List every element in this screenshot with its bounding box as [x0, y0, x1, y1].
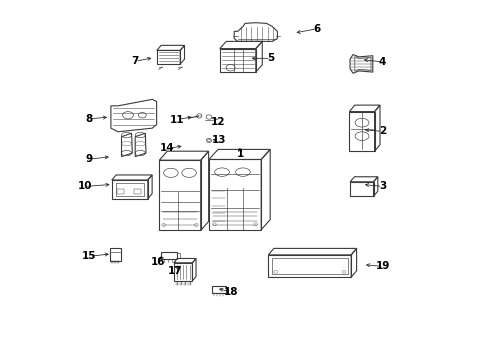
Text: 1: 1: [236, 149, 244, 159]
Text: 16: 16: [150, 257, 165, 267]
Text: 5: 5: [268, 53, 274, 63]
Bar: [114, 261, 116, 263]
Text: 3: 3: [379, 181, 386, 192]
Bar: [111, 261, 113, 263]
Bar: [117, 189, 124, 194]
Text: 17: 17: [168, 266, 182, 276]
Bar: [134, 189, 141, 194]
Bar: [189, 283, 191, 285]
Text: 14: 14: [160, 143, 175, 153]
Text: 9: 9: [86, 154, 93, 164]
Text: 19: 19: [375, 261, 390, 271]
Text: 11: 11: [170, 114, 184, 125]
Bar: [180, 283, 182, 285]
Text: 8: 8: [86, 114, 93, 124]
Bar: [175, 283, 178, 285]
Text: 10: 10: [77, 181, 92, 192]
Text: 15: 15: [82, 251, 97, 261]
Text: 18: 18: [224, 287, 239, 297]
Text: 7: 7: [131, 56, 139, 66]
Bar: [117, 261, 119, 263]
Text: 13: 13: [212, 135, 226, 145]
Text: 4: 4: [379, 57, 386, 67]
Bar: [272, 258, 347, 274]
Text: 2: 2: [379, 126, 386, 136]
Bar: [116, 183, 144, 196]
Text: 6: 6: [314, 24, 320, 34]
Text: 12: 12: [211, 117, 225, 127]
Bar: [184, 283, 186, 285]
